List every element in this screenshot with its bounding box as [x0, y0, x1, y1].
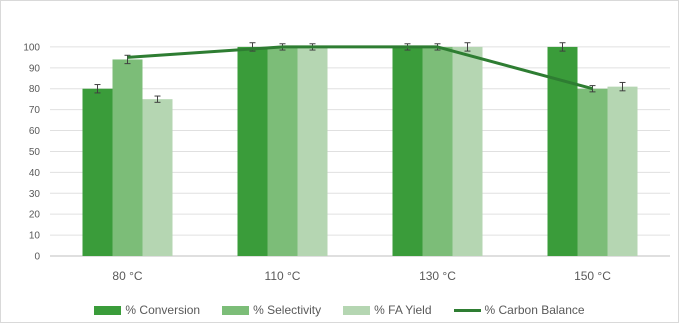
- x-category-label: 110 °C: [265, 269, 301, 283]
- y-tick-label: 50: [29, 147, 41, 158]
- legend-label: % Carbon Balance: [484, 303, 585, 317]
- bar: [112, 59, 143, 256]
- bar: [422, 46, 453, 257]
- bar: [82, 88, 113, 257]
- bar: [142, 99, 173, 256]
- bar: [237, 46, 268, 257]
- legend-item: % Carbon Balance: [453, 303, 585, 317]
- y-tick-label: 90: [29, 63, 41, 74]
- bar: [267, 46, 298, 257]
- error-bar-group: [94, 42, 626, 103]
- legend-swatch: [453, 308, 481, 312]
- bar: [392, 46, 423, 257]
- legend-label: % Selectivity: [253, 303, 322, 317]
- legend: % Conversion % Selectivity % FA Yield % Car…: [1, 300, 678, 320]
- bar-group: [82, 46, 638, 257]
- carbon-balance-line: [127, 45, 593, 91]
- x-category-label: 80 °C: [112, 269, 142, 283]
- chart-plot: 0 10 20 30 40 50 60 70 80 90 100 80 °C 110 °C 130 °C…: [23, 42, 670, 283]
- x-category-label: 130 °C: [419, 269, 456, 283]
- bar: [297, 46, 328, 257]
- legend-label: % FA Yield: [374, 303, 432, 317]
- y-tick-label: 70: [29, 105, 41, 116]
- bar: [577, 88, 608, 257]
- bar: [607, 86, 638, 257]
- y-axis-ticks: 0 10 20 30 40 50 60 70 80 90 100: [23, 42, 40, 262]
- legend-swatch: [222, 305, 250, 315]
- y-tick-label: 100: [23, 42, 40, 53]
- legend-swatch: [94, 305, 122, 315]
- legend-label: % Conversion: [125, 303, 201, 317]
- y-tick-label: 30: [29, 189, 41, 200]
- legend-item: % Conversion: [94, 303, 200, 317]
- x-category-label: 150 °C: [574, 269, 611, 283]
- y-tick-label: 0: [34, 252, 40, 263]
- y-tick-label: 10: [29, 231, 41, 242]
- line-group: [127, 45, 593, 91]
- y-tick-label: 60: [29, 126, 41, 137]
- legend-item: % FA Yield: [343, 303, 432, 317]
- y-tick-label: 80: [29, 84, 41, 95]
- bar: [452, 46, 483, 257]
- legend-swatch: [343, 305, 371, 315]
- x-axis-categories: 80 °C 110 °C 130 °C 150 °C: [112, 269, 611, 283]
- y-tick-label: 40: [29, 168, 41, 179]
- legend-item: % Selectivity: [222, 303, 321, 317]
- y-tick-label: 20: [29, 210, 41, 221]
